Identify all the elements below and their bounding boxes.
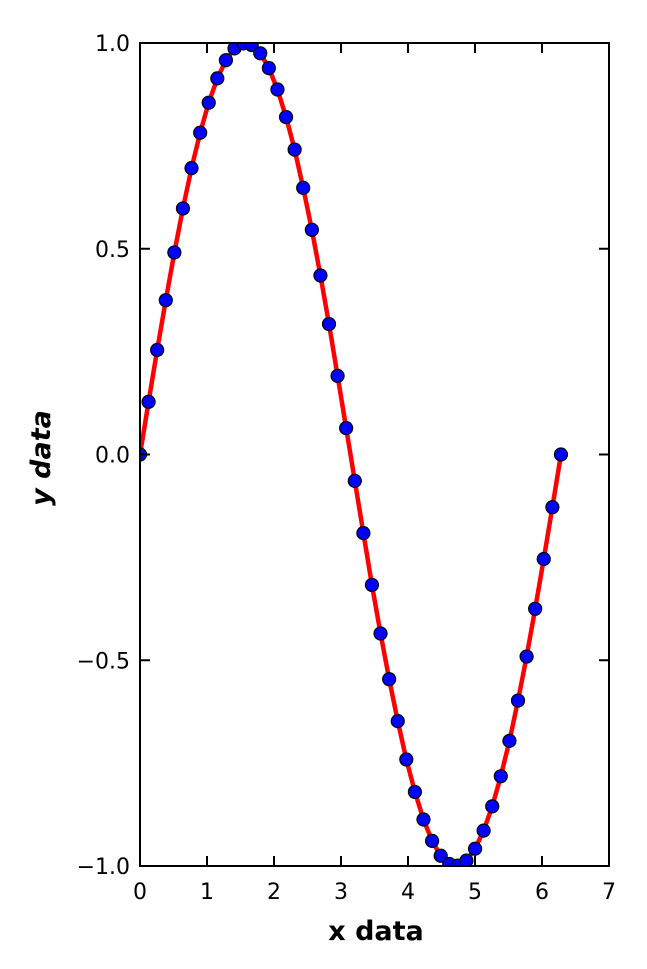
y-tick-label: −0.5: [77, 649, 130, 674]
data-point: [253, 46, 268, 61]
data-point: [287, 142, 302, 157]
plot-area-frame: [139, 42, 610, 867]
data-point: [382, 672, 397, 687]
sine-line: [140, 43, 564, 866]
data-point: [545, 500, 560, 515]
y-tick-label: 0.5: [95, 238, 130, 263]
x-tick-label: 3: [334, 880, 348, 905]
data-point: [193, 125, 208, 140]
ticks-layer: [139, 42, 610, 867]
data-point: [321, 316, 337, 332]
data-point: [467, 841, 483, 856]
x-tick-label: 4: [401, 880, 415, 905]
y-tick-label: −1.0: [77, 855, 130, 880]
data-point: [433, 848, 448, 863]
data-point: [150, 342, 165, 358]
data-point: [407, 784, 422, 800]
x-tick-label: 7: [602, 880, 616, 905]
data-point: [519, 649, 534, 664]
data-point: [476, 823, 491, 838]
data-point: [201, 95, 216, 110]
data-point: [296, 180, 311, 195]
data-point: [167, 245, 182, 260]
data-point: [459, 853, 474, 866]
data-point: [278, 109, 294, 125]
data-point: [304, 222, 319, 237]
data-point: [175, 201, 191, 216]
data-point: [399, 752, 414, 767]
data-point: [158, 293, 173, 308]
data-point: [536, 551, 551, 567]
data-point: [416, 812, 431, 827]
data-point: [553, 447, 569, 462]
x-tick-label: 0: [133, 880, 147, 905]
x-tick-label: 6: [535, 880, 549, 905]
series-layer: [140, 43, 569, 866]
data-point: [218, 53, 233, 68]
x-tick-label: 2: [267, 880, 281, 905]
data-point: [425, 833, 440, 849]
data-point: [364, 577, 380, 593]
data-point: [502, 733, 517, 749]
y-axis-label: y data: [26, 410, 57, 506]
data-point: [330, 368, 345, 383]
data-point: [210, 71, 225, 86]
data-point: [184, 161, 199, 176]
data-point: [356, 525, 371, 541]
data-point: [261, 60, 276, 76]
data-point: [141, 394, 156, 409]
data-point: [493, 769, 508, 784]
data-point: [270, 82, 285, 97]
data-point: [373, 626, 388, 641]
y-tick-label: 0.0: [95, 444, 130, 469]
y-tick-labels: −1.0 −0.5 0.0 0.5 1.0: [77, 32, 130, 880]
data-point: [528, 601, 543, 616]
x-tick-label: 1: [200, 880, 214, 905]
y-tick-label: 1.0: [95, 32, 130, 57]
x-tick-labels: 0 1 2 3 4 5 6 7: [133, 880, 616, 905]
x-axis-label: x data: [328, 916, 424, 947]
data-point: [339, 421, 354, 436]
data-point: [313, 268, 328, 283]
x-tick-label: 5: [468, 880, 482, 905]
data-point: [485, 799, 500, 814]
data-point: [510, 693, 526, 708]
data-point: [347, 473, 362, 488]
data-point: [390, 714, 405, 729]
